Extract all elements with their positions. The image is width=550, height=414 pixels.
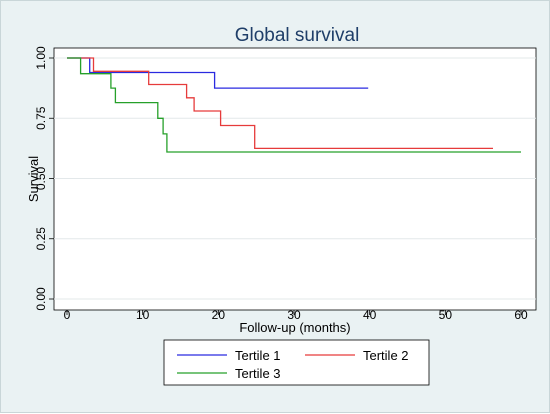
- axes: 0.00 0.25 0.50 0.75 1.00 0 10 20 30 40 50 60: [34, 46, 528, 322]
- y-tick-label: 0.50: [34, 166, 48, 190]
- x-axis-label: Follow-up (months): [239, 320, 350, 335]
- y-tick-label: 1.00: [34, 46, 48, 70]
- x-tick-label: 50: [439, 308, 453, 322]
- y-tick-label: 0.25: [34, 227, 48, 251]
- series-line: [67, 57, 493, 150]
- legend-label: Tertile 3: [235, 366, 281, 381]
- x-tick-label: 60: [514, 308, 528, 322]
- y-tick-label: 0.75: [34, 106, 48, 130]
- legend: Tertile 1 Tertile 2 Tertile 3: [163, 339, 430, 386]
- x-tick-label: 20: [212, 308, 226, 322]
- x-tick-label: 10: [136, 308, 150, 322]
- legend-label: Tertile 1: [235, 348, 281, 363]
- legend-box: [163, 339, 430, 386]
- y-tick-label: 0.00: [34, 287, 48, 311]
- legend-label: Tertile 2: [363, 348, 409, 363]
- x-tick-label: 40: [363, 308, 377, 322]
- x-tick-label: 30: [287, 308, 301, 322]
- y-gridlines: [54, 57, 536, 300]
- series-line: [67, 57, 521, 153]
- chart-title: Global survival: [235, 25, 360, 46]
- series-lines: [67, 57, 521, 153]
- x-tick-label: 0: [64, 308, 71, 322]
- y-axis-label: Survival: [26, 156, 41, 202]
